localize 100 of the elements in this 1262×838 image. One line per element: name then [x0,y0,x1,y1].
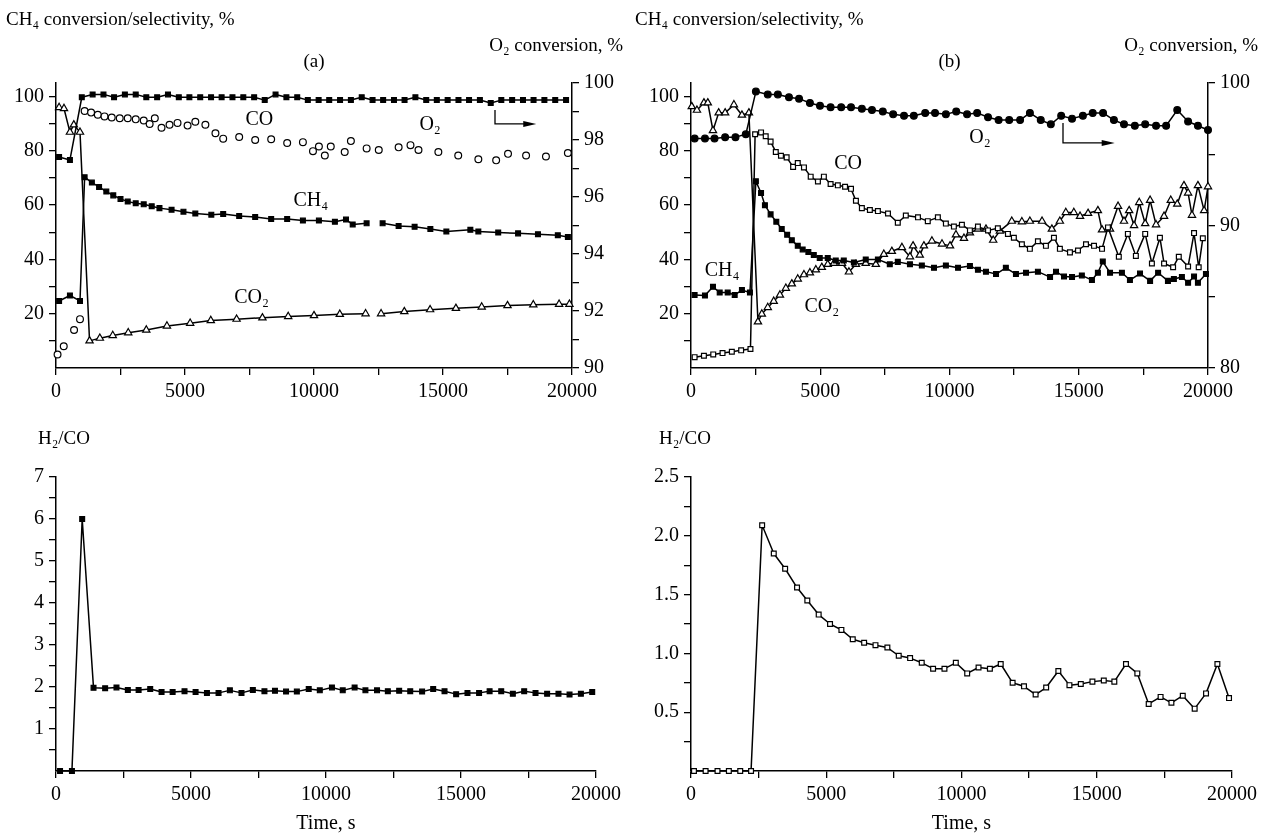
point [100,91,107,98]
point [283,688,290,695]
point [737,768,744,774]
point [400,306,409,315]
point [503,300,512,309]
point [1145,700,1152,707]
point [1089,678,1096,685]
point [232,314,241,322]
point [411,223,418,230]
point [80,106,89,115]
point [340,147,349,156]
point [731,133,740,142]
point [220,211,227,218]
point [857,104,866,113]
point [75,315,84,324]
point [443,228,450,235]
point [396,687,403,694]
point [258,312,267,321]
y2-tick-label: 90 [584,355,604,378]
y2-tick-label: 80 [1220,355,1240,378]
point [272,91,279,98]
point [87,108,96,117]
point [183,121,192,130]
y2-tick-label: 100 [1220,70,1250,93]
point [1036,116,1045,125]
point [495,229,502,236]
y2-axis-title: O₂ conversion, % [489,34,623,56]
point [532,689,539,696]
point [804,597,811,604]
point [544,690,551,697]
point [158,689,165,696]
point [1226,695,1233,702]
point [283,311,293,320]
x-tick-label: 20000 [571,782,621,805]
chart-title: (b) [938,50,961,72]
point [690,768,697,774]
y-tick-label: 1.5 [654,581,679,604]
point [930,665,937,672]
point [111,94,118,101]
annotation: CH₄ [704,258,740,281]
point [1032,691,1039,698]
point [143,94,150,101]
point [238,689,245,696]
point [509,690,516,697]
point [805,98,814,107]
point [240,94,247,101]
point [441,688,448,695]
point [251,136,260,144]
point [515,230,522,237]
point [453,691,460,698]
x-tick-label: 10000 [936,782,987,805]
point [1066,682,1073,689]
point [748,768,755,774]
x-tick-label: 10000 [301,782,351,805]
point [150,114,159,123]
point [1109,116,1118,125]
point [872,642,879,649]
point [467,226,474,233]
point [53,350,62,359]
point [1122,660,1129,667]
point [349,221,356,228]
point [380,97,387,104]
point [374,146,383,155]
point [175,94,182,101]
y-tick-label: 40 [659,246,679,269]
x-tick-label: 15000 [418,379,468,402]
point [124,198,131,205]
point [1134,670,1141,677]
point [88,179,95,186]
point [70,326,79,334]
point [700,134,709,143]
point [838,626,845,633]
point [56,297,63,304]
point [115,114,124,123]
point [563,97,570,104]
point [59,342,68,351]
point [394,143,403,152]
point [454,151,463,160]
point [154,94,161,101]
point [148,203,155,210]
x-tick-label: 0 [51,379,61,402]
point [305,686,312,693]
point [1077,680,1084,687]
point [690,134,699,143]
point [390,97,397,104]
point [406,141,415,150]
point [522,151,531,160]
point [907,655,914,662]
point [1157,693,1164,700]
point [191,117,200,126]
point [283,94,290,101]
point [117,195,124,202]
point [534,231,541,238]
point [236,213,243,219]
chart-title: (a) [303,50,325,72]
point [362,687,369,694]
point [81,174,88,181]
point [132,200,139,207]
point [169,689,176,696]
point [229,94,236,101]
